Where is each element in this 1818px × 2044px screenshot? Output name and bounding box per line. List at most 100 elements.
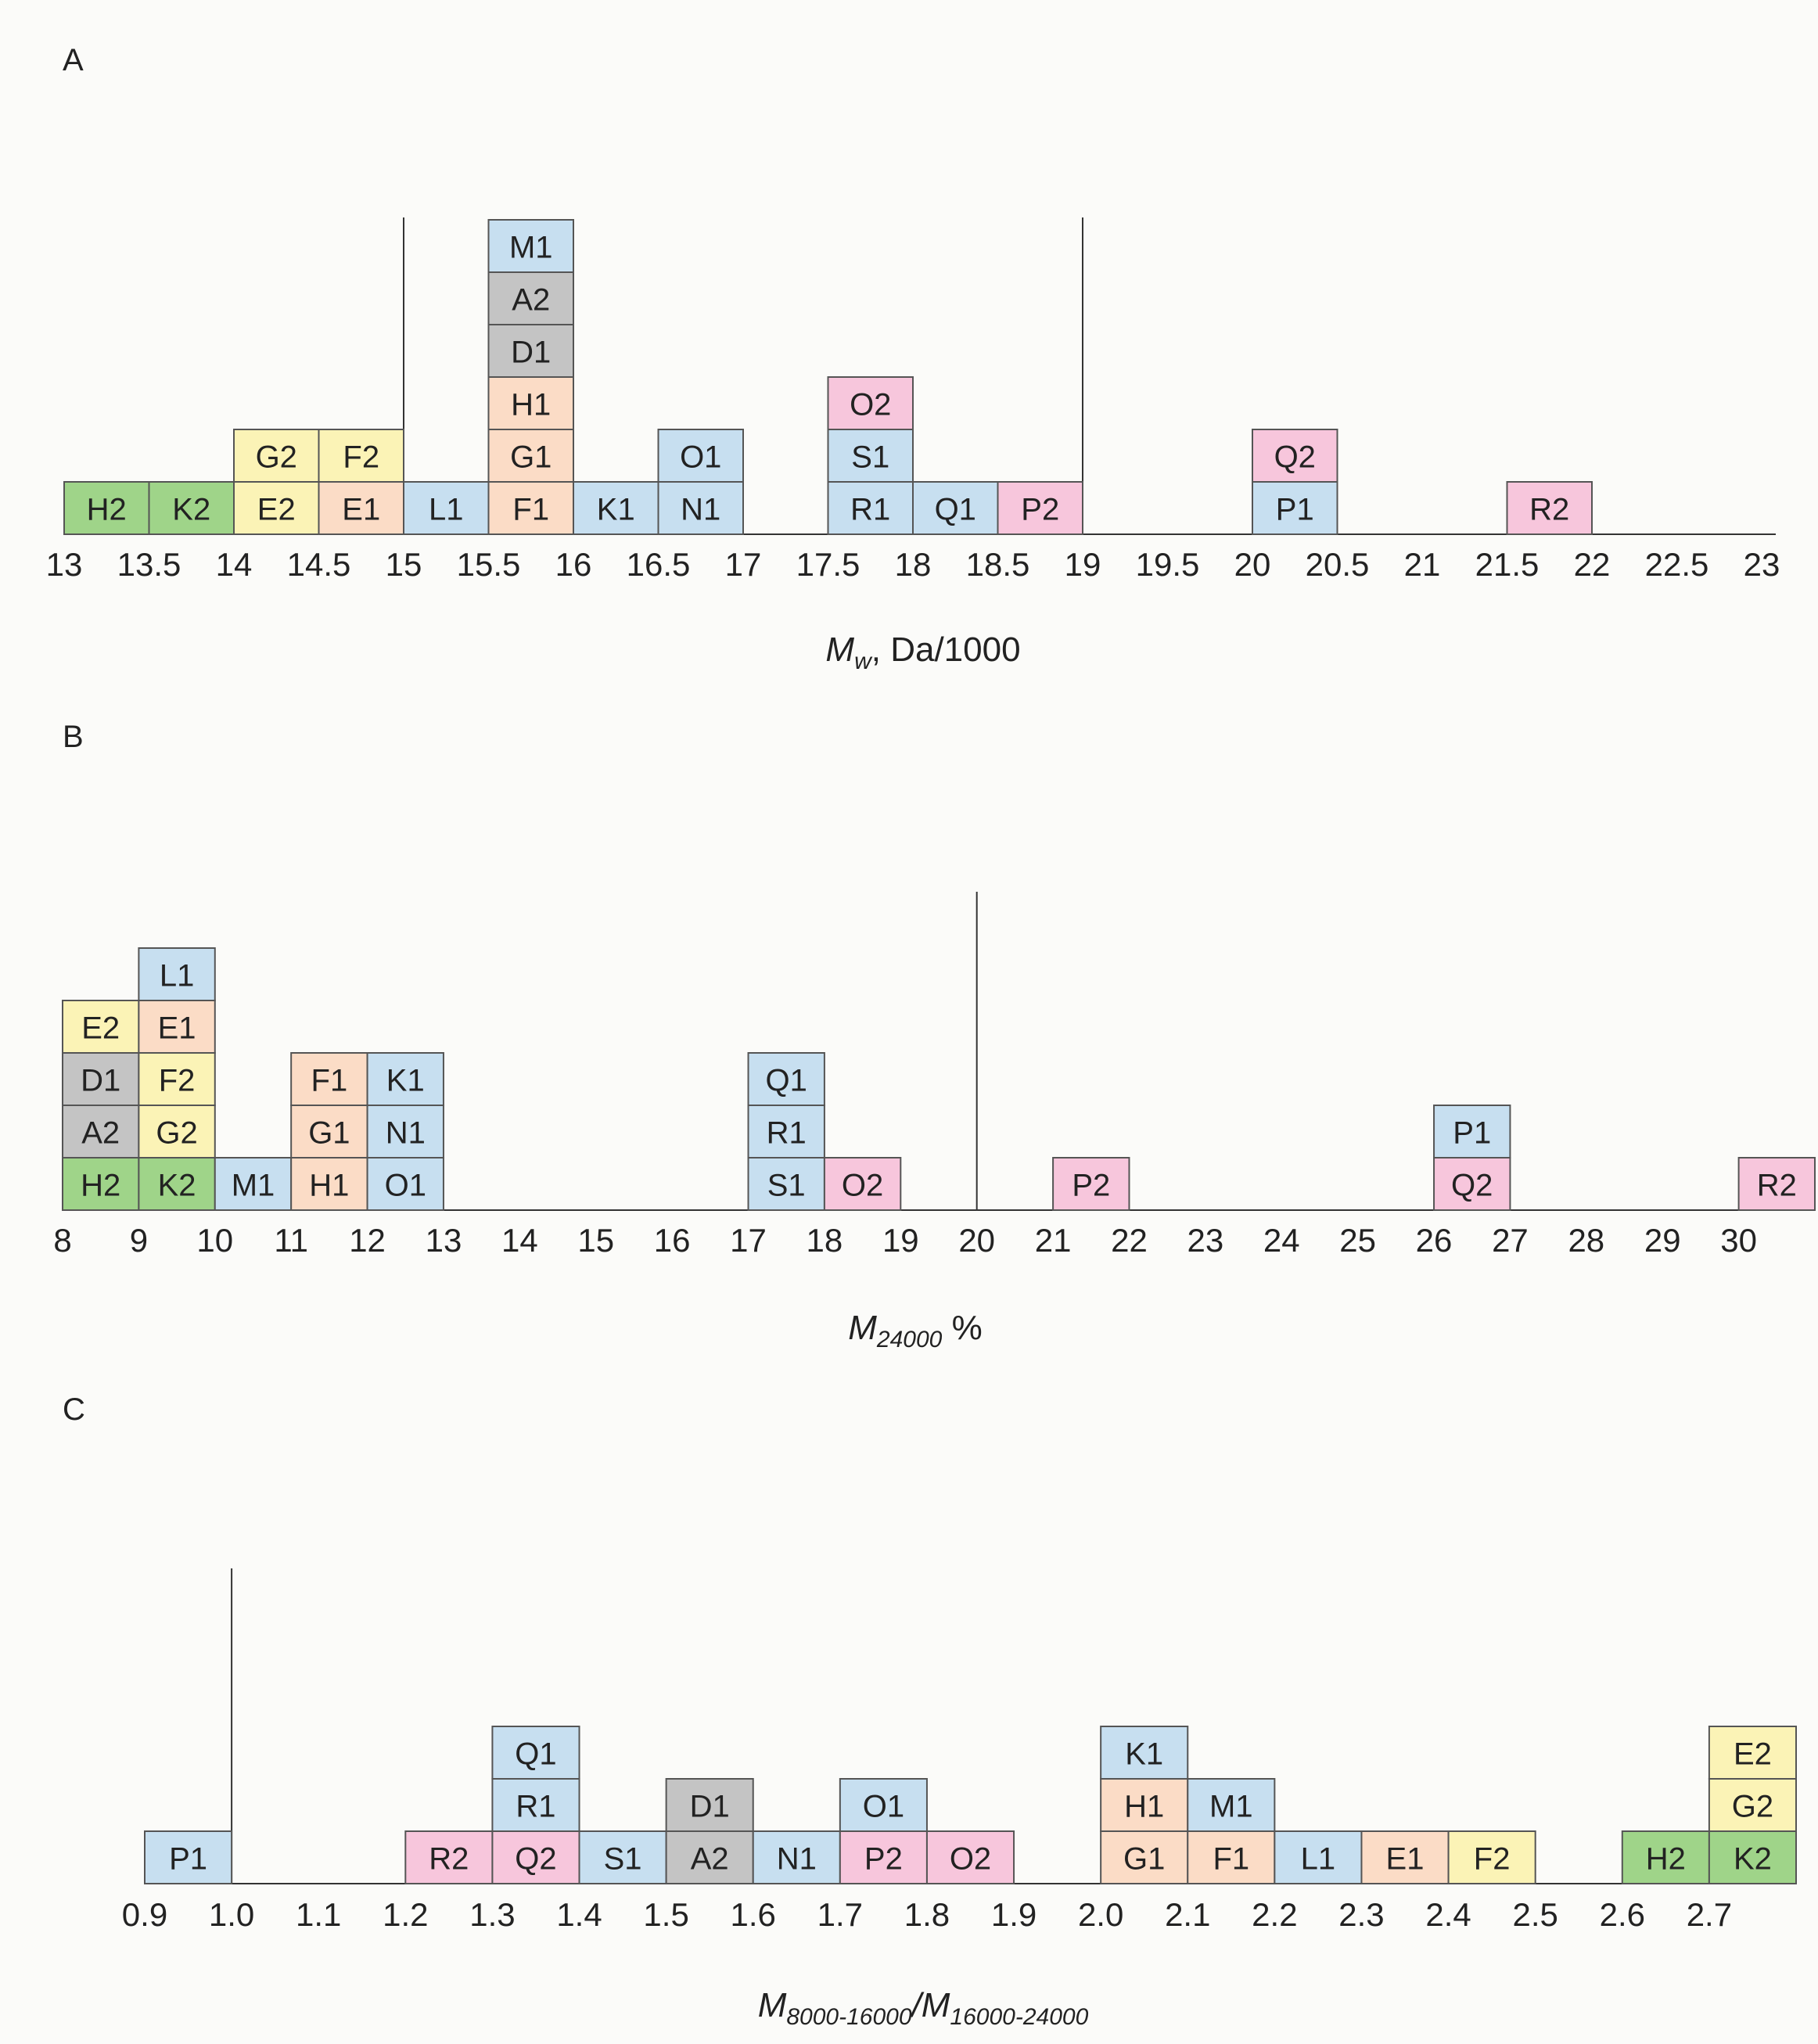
sample-label: K1 <box>386 1064 425 1098</box>
sample-box <box>487 219 574 273</box>
sample-label: P2 <box>1072 1169 1110 1203</box>
sample-box <box>366 1105 444 1159</box>
x-tick-label: 13 <box>426 1222 462 1259</box>
x-tick-label: 1.7 <box>817 1896 863 1933</box>
sample-box <box>487 481 574 535</box>
sample-label: R2 <box>1757 1169 1797 1203</box>
sample-box <box>827 376 914 430</box>
sample-label: R2 <box>1529 493 1569 527</box>
sample-label: N1 <box>777 1842 817 1877</box>
x-tick-label: 20.5 <box>1306 546 1370 583</box>
x-tick-label: 14 <box>501 1222 538 1259</box>
sample-label: G2 <box>156 1116 197 1151</box>
sample-label: P1 <box>1276 493 1314 527</box>
sample-box <box>1252 481 1338 535</box>
x-tick-label: 29 <box>1644 1222 1681 1259</box>
sample-label: O2 <box>842 1169 883 1203</box>
sample-label: E1 <box>342 493 380 527</box>
sample-label: K2 <box>1734 1842 1772 1877</box>
x-tick-label: 2.2 <box>1252 1896 1297 1933</box>
x-tick-label: 19.5 <box>1136 546 1200 583</box>
sample-label: H2 <box>1646 1842 1686 1877</box>
sample-box <box>318 481 404 535</box>
sample-box <box>487 429 574 483</box>
sample-box <box>997 481 1083 535</box>
sample-label: D1 <box>511 336 551 370</box>
sample-box <box>63 481 150 535</box>
sample-label: Q2 <box>1451 1169 1493 1203</box>
sample-label: F2 <box>1474 1842 1511 1877</box>
sample-box <box>573 481 659 535</box>
sample-label: R1 <box>767 1116 807 1151</box>
sample-box <box>138 1157 216 1211</box>
x-tick-label: 16.5 <box>627 546 691 583</box>
sample-box <box>233 429 320 483</box>
panel-label: C <box>63 1392 85 1427</box>
x-tick-label: 16 <box>555 546 592 583</box>
sample-box <box>1506 481 1593 535</box>
sample-box <box>487 324 574 378</box>
x-tick-label: 1.5 <box>643 1896 688 1933</box>
sample-label: H1 <box>511 388 551 422</box>
sample-label: A2 <box>81 1116 120 1151</box>
sample-label: Q1 <box>935 493 976 527</box>
sample-label: K1 <box>1125 1737 1163 1772</box>
x-axis-title: Mw, Da/1000 <box>825 630 1020 674</box>
sample-label: K2 <box>172 493 210 527</box>
x-tick-label: 26 <box>1416 1222 1453 1259</box>
sample-box <box>1447 1830 1536 1884</box>
sample-box <box>839 1830 928 1884</box>
sample-box <box>138 1105 216 1159</box>
x-axis-title: M24000 % <box>848 1309 982 1352</box>
sample-box <box>827 429 914 483</box>
sample-label: O2 <box>850 388 891 422</box>
x-tick-label: 22.5 <box>1645 546 1709 583</box>
sample-label: E2 <box>81 1011 120 1046</box>
sample-label: A2 <box>691 1842 729 1877</box>
x-tick-label: 2.5 <box>1512 1896 1558 1933</box>
sample-label: H1 <box>309 1169 349 1203</box>
x-tick-label: 23 <box>1744 546 1780 583</box>
sample-box <box>1100 1778 1189 1832</box>
x-tick-label: 1.3 <box>469 1896 515 1933</box>
sample-label: F2 <box>159 1064 196 1098</box>
sample-box <box>665 1778 754 1832</box>
sample-box <box>1052 1157 1130 1211</box>
sample-label: S1 <box>851 440 889 475</box>
sample-label: R2 <box>429 1842 469 1877</box>
sample-label: D1 <box>690 1790 730 1824</box>
x-tick-label: 2.4 <box>1425 1896 1471 1933</box>
x-tick-label: 9 <box>130 1222 148 1259</box>
sample-label: E1 <box>1386 1842 1425 1877</box>
sample-box <box>665 1830 754 1884</box>
x-tick-label: 2.7 <box>1687 1896 1732 1933</box>
x-tick-label: 1.4 <box>556 1896 602 1933</box>
sample-label: L1 <box>160 959 195 993</box>
x-tick-label: 17 <box>730 1222 767 1259</box>
sample-box <box>1100 1830 1189 1884</box>
x-tick-label: 28 <box>1568 1222 1604 1259</box>
sample-box <box>138 1000 216 1054</box>
x-tick-label: 17 <box>725 546 762 583</box>
sample-box <box>491 1778 580 1832</box>
x-tick-label: 1.0 <box>209 1896 254 1933</box>
sample-box <box>62 1157 140 1211</box>
x-tick-label: 19 <box>882 1222 919 1259</box>
sample-label: Q1 <box>766 1064 807 1098</box>
x-tick-label: 21.5 <box>1475 546 1540 583</box>
sample-label: P2 <box>1021 493 1059 527</box>
sample-label: E2 <box>257 493 296 527</box>
sample-label: N1 <box>681 493 720 527</box>
sample-label: G1 <box>510 440 552 475</box>
sample-label: M1 <box>232 1169 275 1203</box>
sample-label: A2 <box>512 283 550 318</box>
sample-label: F1 <box>512 493 549 527</box>
x-tick-label: 1.6 <box>731 1896 776 1933</box>
sample-box <box>1100 1726 1189 1780</box>
sample-box <box>290 1105 368 1159</box>
x-tick-label: 18 <box>807 1222 843 1259</box>
sample-label: K2 <box>158 1169 196 1203</box>
sample-box <box>491 1726 580 1780</box>
x-tick-label: 2.0 <box>1078 1896 1123 1933</box>
sample-label: S1 <box>604 1842 642 1877</box>
